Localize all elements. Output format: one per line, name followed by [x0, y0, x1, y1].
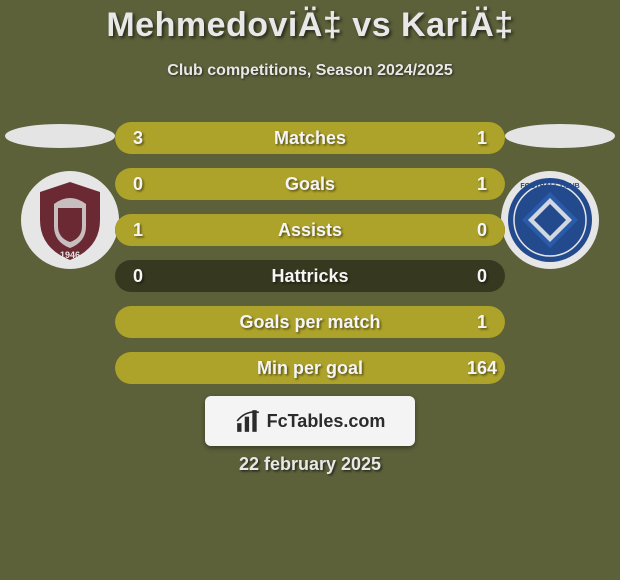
stat-row: Min per goal164 [115, 352, 505, 384]
comparison-bars: 3Matches10Goals11Assists00Hattricks0Goal… [115, 122, 505, 398]
stat-row: 1Assists0 [115, 214, 505, 246]
stat-right-value: 1 [459, 312, 505, 333]
crest-right-icon: FOOTBALL CLUB [500, 170, 600, 270]
crest-left-icon: 1946 [20, 170, 120, 270]
stat-label: Goals per match [161, 312, 459, 333]
stat-label: Hattricks [161, 266, 459, 287]
left-halo [5, 124, 115, 148]
page-subtitle: Club competitions, Season 2024/2025 [0, 62, 620, 80]
right-team-crest: FOOTBALL CLUB [500, 170, 600, 270]
stat-left-value: 1 [115, 220, 161, 241]
stat-right-value: 1 [459, 128, 505, 149]
branding-text: FcTables.com [267, 411, 386, 432]
comparison-infographic: MehmedoviÄ‡ vs KariÄ‡ Club competitions,… [0, 0, 620, 580]
stat-label: Assists [161, 220, 459, 241]
stat-label: Goals [161, 174, 459, 195]
left-team-crest: 1946 [20, 170, 120, 270]
crest-right-text: FOOTBALL CLUB [520, 183, 579, 190]
footer-date: 22 february 2025 [0, 454, 620, 475]
crest-left-text: 1946 [60, 250, 80, 260]
stat-row: 0Hattricks0 [115, 260, 505, 292]
stat-label: Matches [161, 128, 459, 149]
stat-left-value: 0 [115, 174, 161, 195]
stat-row: Goals per match1 [115, 306, 505, 338]
stat-right-value: 0 [459, 266, 505, 287]
stat-row: 0Goals1 [115, 168, 505, 200]
stat-right-value: 1 [459, 174, 505, 195]
stat-left-value: 3 [115, 128, 161, 149]
stat-left-value: 0 [115, 266, 161, 287]
stat-row: 3Matches1 [115, 122, 505, 154]
page-title: MehmedoviÄ‡ vs KariÄ‡ [0, 6, 620, 45]
stat-right-value: 0 [459, 220, 505, 241]
right-halo [505, 124, 615, 148]
stat-label: Min per goal [161, 358, 459, 379]
branding-badge: FcTables.com [205, 396, 415, 446]
chart-icon [235, 408, 261, 434]
stat-right-value: 164 [459, 358, 505, 379]
